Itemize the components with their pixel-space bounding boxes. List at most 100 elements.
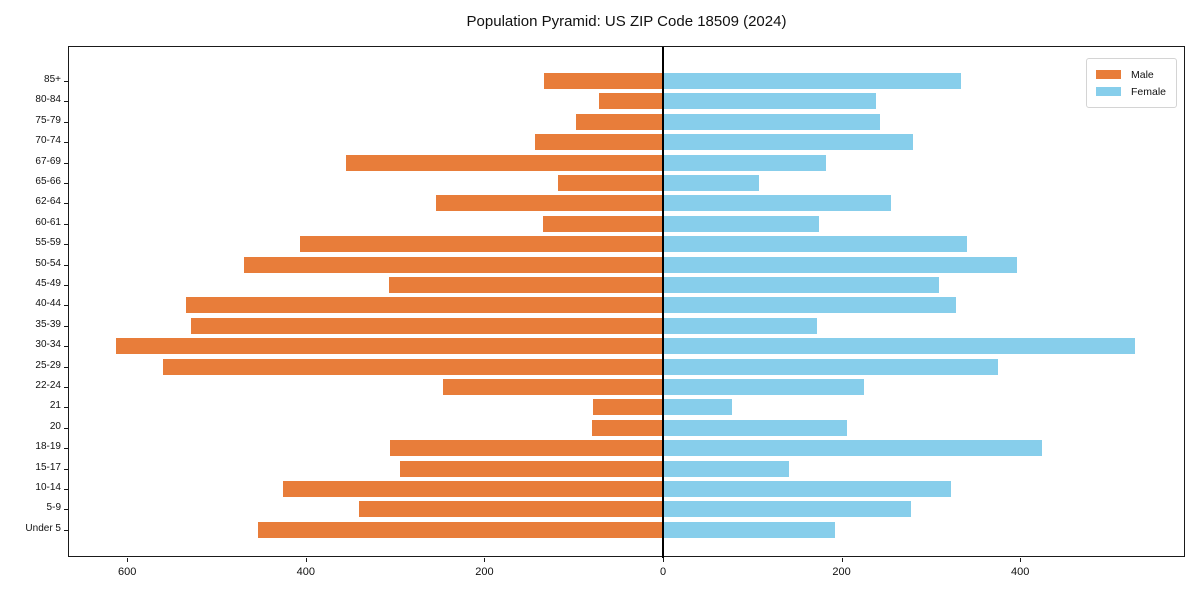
- female-bar: [663, 93, 877, 110]
- female-bar: [663, 460, 789, 477]
- male-bar: [557, 175, 663, 191]
- y-axis-label: 18-19: [35, 441, 61, 453]
- y-axis-tick: [64, 305, 68, 307]
- legend-entry-male: Male: [1095, 66, 1166, 83]
- y-axis-label: 62-64: [35, 196, 61, 208]
- male-bar: [575, 113, 663, 130]
- female-bar: [663, 440, 1042, 457]
- male-bar: [244, 256, 663, 273]
- female-bar: [663, 297, 956, 314]
- y-axis-label: 5-9: [46, 502, 61, 514]
- female-bar: [663, 215, 820, 232]
- male-bar: [544, 73, 663, 89]
- male-bar: [190, 317, 663, 334]
- x-axis-tick: [1020, 558, 1022, 562]
- male-bar: [593, 399, 663, 416]
- y-axis-label: 30-34: [35, 339, 61, 351]
- legend: Male Female: [1085, 58, 1177, 108]
- female-bar: [663, 175, 760, 191]
- legend-male-swatch: [1095, 70, 1121, 79]
- y-axis-tick: [64, 448, 68, 450]
- y-axis-label: 22-24: [35, 380, 61, 391]
- female-bar: [663, 73, 962, 89]
- y-axis-tick: [64, 223, 68, 225]
- plot-area: Male Female 600 400 200 0 200 400: [64, 46, 1185, 578]
- x-axis-tick: [484, 558, 486, 562]
- zero-axis-line: [662, 47, 664, 558]
- female-bar: [663, 277, 939, 293]
- y-axis-label: 60-61: [35, 216, 61, 228]
- y-axis-tick: [64, 325, 68, 327]
- y-axis-label: 45-49: [35, 278, 61, 289]
- y-axis-label: 67-69: [35, 155, 61, 167]
- y-axis-tick: [64, 81, 68, 82]
- y-axis-tick: [64, 285, 68, 286]
- x-axis-tick-label: 0: [659, 566, 667, 578]
- male-bar: [389, 440, 663, 457]
- y-axis-label: 25-29: [35, 359, 61, 371]
- male-bar: [162, 358, 663, 375]
- y-axis-label: Under 5: [25, 522, 61, 534]
- male-bar: [591, 419, 663, 436]
- y-axis-tick: [64, 407, 68, 409]
- y-axis-tick: [64, 468, 68, 470]
- y-axis-tick: [64, 346, 68, 348]
- female-bar: [663, 317, 817, 334]
- legend-female-label: Female: [1130, 85, 1166, 98]
- female-bar: [663, 134, 913, 151]
- male-bar: [282, 481, 663, 497]
- y-axis-tick: [64, 264, 68, 266]
- male-bar: [436, 195, 663, 212]
- female-bar: [663, 358, 998, 375]
- female-bar: [663, 379, 864, 395]
- female-bar: [663, 113, 880, 130]
- y-axis-label: 50-54: [35, 257, 61, 269]
- male-bar: [388, 277, 663, 293]
- male-bar: [299, 236, 663, 253]
- male-bar: [346, 154, 663, 171]
- x-axis-tick-label: 400: [1011, 566, 1030, 578]
- male-bar: [443, 379, 663, 395]
- female-bar: [663, 236, 967, 253]
- chart-title: Population Pyramid: US ZIP Code 18509 (2…: [466, 13, 787, 30]
- female-bar: [663, 481, 952, 497]
- x-axis-tick-label: 600: [118, 566, 137, 578]
- y-axis-tick: [64, 366, 68, 368]
- x-axis-tick: [127, 558, 129, 562]
- y-axis-label: 85+: [44, 74, 61, 85]
- legend-male-label: Male: [1130, 68, 1154, 81]
- male-bar: [543, 215, 663, 232]
- x-axis-tick: [305, 558, 307, 562]
- y-axis-tick: [64, 387, 68, 388]
- y-axis-label: 10-14: [35, 482, 61, 493]
- legend-female-swatch: [1095, 87, 1121, 96]
- male-bar: [257, 521, 663, 538]
- y-axis-tick: [64, 489, 68, 490]
- female-bar: [663, 256, 1017, 273]
- y-axis-label: 55-59: [35, 237, 61, 249]
- male-bar: [186, 297, 663, 314]
- x-axis-tick-label: 400: [296, 566, 315, 578]
- male-bar: [535, 134, 663, 151]
- y-axis-label: 80-84: [35, 94, 61, 106]
- y-axis-label: 20: [49, 420, 61, 432]
- y-axis-tick: [64, 509, 68, 511]
- female-bar: [663, 419, 847, 436]
- y-axis-tick: [64, 121, 68, 123]
- x-axis-tick-label: 200: [832, 566, 851, 578]
- female-bar: [663, 399, 732, 416]
- female-bar: [663, 154, 827, 171]
- y-axis-tick: [64, 101, 68, 103]
- y-axis-label: 15-17: [35, 461, 61, 473]
- female-bar: [663, 338, 1136, 355]
- y-axis-tick: [64, 244, 68, 246]
- y-axis-label: 75-79: [35, 114, 61, 126]
- y-axis-tick: [64, 162, 68, 164]
- x-axis-tick: [663, 558, 664, 562]
- male-bar: [358, 501, 663, 518]
- y-axis-label: 65-66: [35, 176, 61, 187]
- x-axis-tick-label: 200: [475, 566, 494, 578]
- female-bar: [663, 501, 912, 518]
- y-axis-label: 21: [49, 400, 61, 412]
- y-axis-tick: [64, 203, 68, 205]
